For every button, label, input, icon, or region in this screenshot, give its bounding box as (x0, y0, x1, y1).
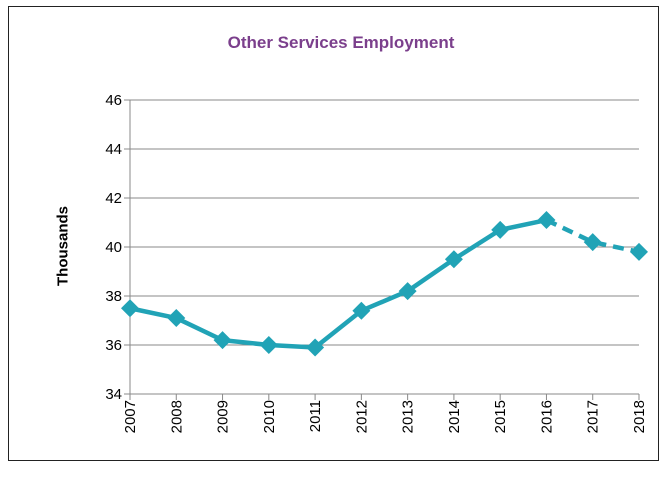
data-point-marker (630, 242, 648, 261)
data-point-marker (259, 336, 278, 354)
data-point-marker (398, 282, 417, 301)
y-tick-label: 46 (105, 92, 122, 109)
data-point-marker (306, 338, 325, 357)
chart-title: Other Services Employment (227, 33, 455, 52)
x-tick-label: 2013 (400, 400, 417, 433)
y-tick-label: 44 (105, 141, 122, 158)
data-point-marker (213, 331, 232, 350)
axes (129, 100, 640, 400)
x-tick-label: 2016 (538, 400, 555, 433)
y-tick-label: 40 (105, 239, 122, 256)
x-tick-label: 2015 (492, 400, 509, 433)
data-point-marker (121, 299, 139, 318)
data-points (121, 211, 648, 357)
x-tick-label: 2014 (446, 400, 463, 433)
x-tick-label: 2011 (307, 400, 324, 432)
data-point-marker (352, 301, 371, 320)
series-lines (127, 217, 640, 350)
data-point-marker (444, 250, 463, 269)
data-point-marker (167, 309, 186, 328)
series-line-projected (545, 218, 640, 255)
y-tick-labels: 34 36 38 40 42 44 46 (105, 92, 122, 403)
x-tick-label: 2012 (353, 400, 370, 433)
x-tick-label: 2007 (122, 400, 139, 433)
x-tick-labels: 2007 2008 2009 2010 2011 2012 2013 2014 2015 2016… (122, 400, 648, 433)
y-tick-label: 34 (105, 386, 122, 403)
x-tick-label: 2018 (631, 400, 648, 433)
x-tick-label: 2017 (585, 400, 602, 433)
y-tick-label: 42 (105, 190, 122, 207)
series-line-actual (127, 217, 549, 350)
data-point-marker (491, 220, 510, 239)
y-tick-label: 36 (105, 337, 122, 354)
x-tick-label: 2010 (261, 400, 278, 433)
x-tick-label: 2009 (215, 400, 232, 433)
x-tick-label: 2008 (168, 400, 185, 433)
chart-frame (8, 6, 659, 461)
gridlines (124, 99, 639, 395)
data-point-marker (537, 211, 556, 230)
y-tick-label: 38 (105, 288, 122, 305)
data-point-marker (583, 233, 602, 252)
